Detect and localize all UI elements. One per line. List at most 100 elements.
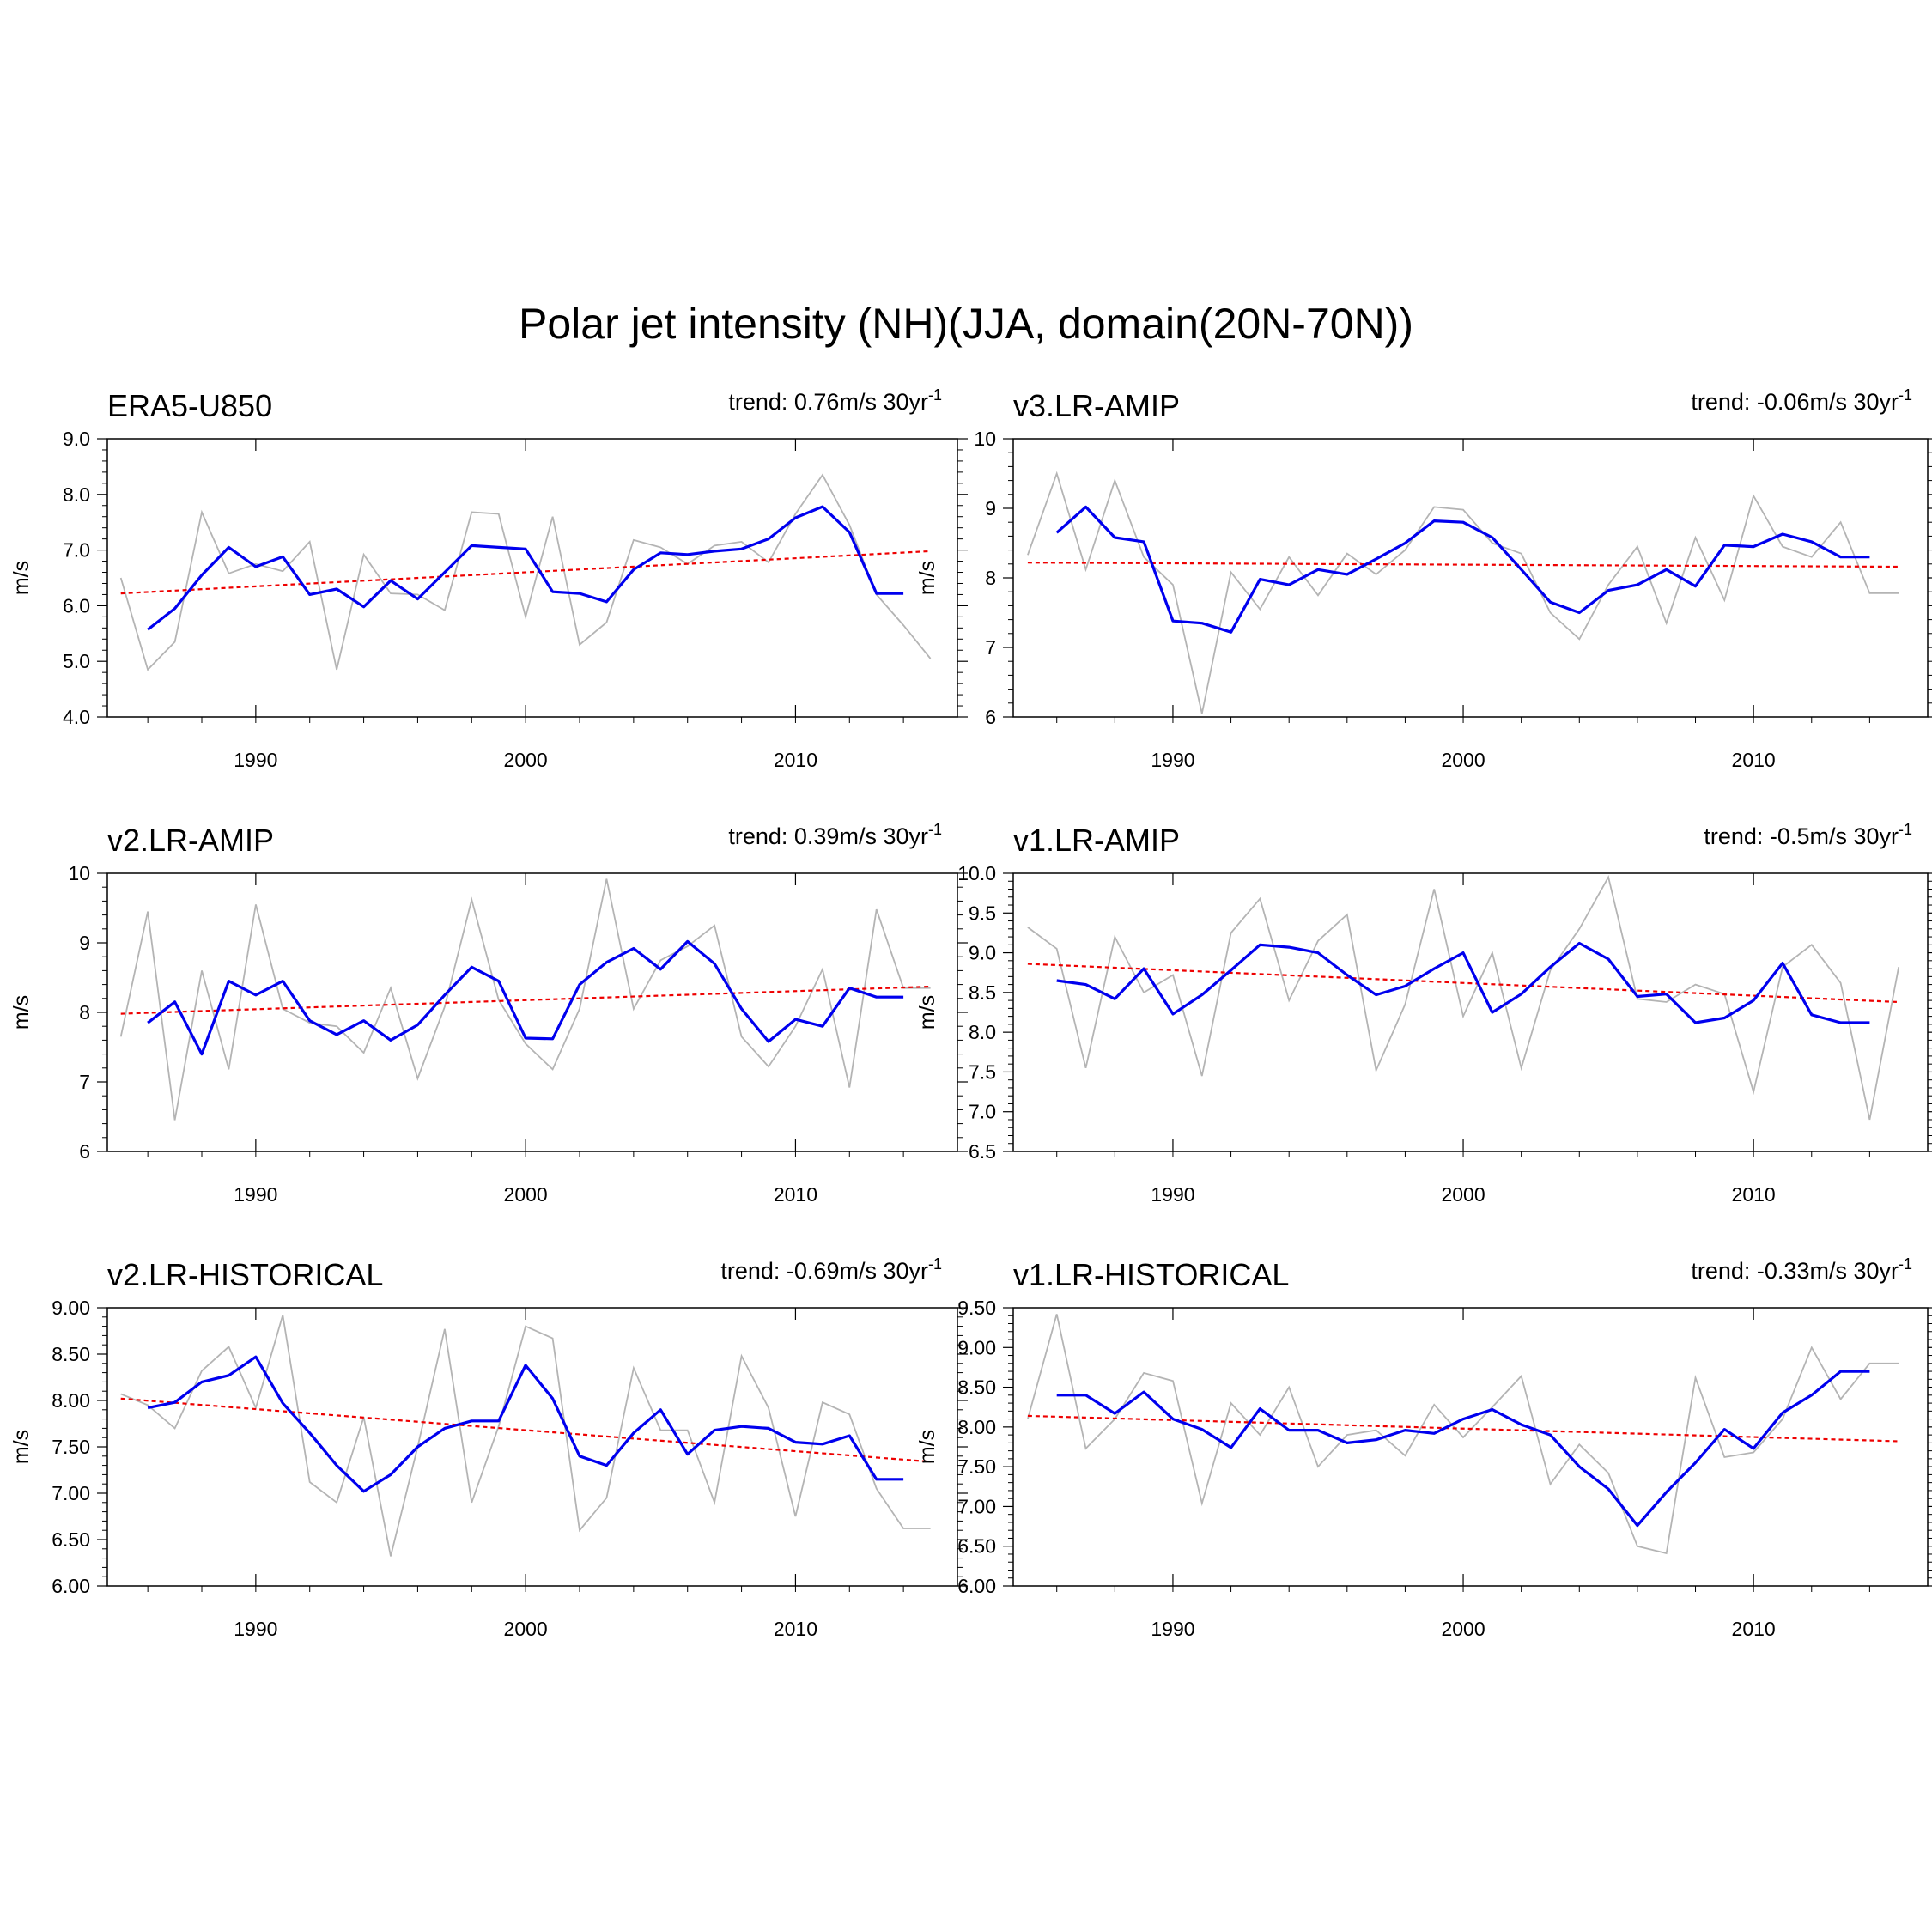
y-tick-label: 7 xyxy=(79,1071,90,1093)
y-tick-label: 6.00 xyxy=(957,1575,996,1597)
x-tick-label: 1990 xyxy=(234,1618,277,1640)
x-tick-label: 2010 xyxy=(774,1183,817,1206)
x-tick-label: 2000 xyxy=(504,1183,548,1206)
trend-text: trend: 0.76m/s 30yr xyxy=(728,389,928,415)
y-tick-label: 7.50 xyxy=(52,1436,90,1458)
y-tick-label: 8.0 xyxy=(969,1021,996,1043)
trend-exponent: -1 xyxy=(1899,1255,1912,1273)
panel-6: v1.LR-HISTORICAL trend: -0.33m/s 30yr-1 6.… xyxy=(915,1255,1932,1640)
panel-title: v1.LR-AMIP xyxy=(1013,823,1180,858)
series-smoothed-line xyxy=(1056,941,1870,1024)
panel-5: v2.LR-HISTORICAL trend: -0.69m/s 30yr-1 6.… xyxy=(9,1255,968,1640)
x-tick-label: 2000 xyxy=(1441,1618,1485,1640)
series-trend-line xyxy=(1027,562,1899,568)
y-tick-label: 8.5 xyxy=(969,981,996,1004)
y-tick-label: 9.50 xyxy=(957,1297,996,1319)
plot-frame xyxy=(1012,1307,1929,1587)
series-smoothed-line xyxy=(147,939,904,1056)
plot-frame xyxy=(1012,438,1929,718)
y-tick-label: 10 xyxy=(68,862,90,884)
y-axis-label: m/s xyxy=(915,561,939,595)
series-raw-line xyxy=(1027,875,1900,1121)
plot-frame xyxy=(106,438,958,718)
series-raw-line xyxy=(1027,1314,1899,1555)
series-trend-line xyxy=(120,985,931,1015)
series-smoothed-line xyxy=(147,1355,904,1493)
series-trend-line xyxy=(1027,1414,1899,1443)
y-tick-label: 8 xyxy=(985,567,996,589)
series-smoothed-line xyxy=(1055,505,1870,634)
panel-4: v1.LR-AMIP trend: -0.5m/s 30yr-16.57.07.5… xyxy=(915,821,1932,1206)
y-axis-label: m/s xyxy=(9,995,33,1030)
x-tick-label: 2010 xyxy=(1732,1618,1776,1640)
series-raw-line xyxy=(119,473,932,671)
trend-label: trend: -0.33m/s 30yr-1 xyxy=(1691,1255,1912,1284)
plot-frame xyxy=(1012,872,1929,1152)
x-tick-label: 1990 xyxy=(1151,1183,1194,1206)
y-tick-label: 8.00 xyxy=(957,1416,996,1438)
series-smoothed-line xyxy=(147,505,904,631)
y-tick-label: 9.0 xyxy=(63,428,90,450)
panel-3: v2.LR-AMIP trend: 0.39m/s 30yr-1 6 7 8 9 10 199… xyxy=(9,821,968,1206)
x-tick-label: 2000 xyxy=(504,749,548,771)
series-raw-line xyxy=(119,878,931,1121)
trend-exponent: -1 xyxy=(1899,386,1912,404)
series-trend-line xyxy=(1027,963,1899,1004)
x-tick-label: 2000 xyxy=(504,1618,548,1640)
y-tick-label: 6 xyxy=(985,706,996,728)
series-smoothed-line xyxy=(1056,1370,1870,1528)
plot-frame xyxy=(106,1307,958,1587)
panel-2: v3.LR-AMIP trend: -0.06m/s 30yr-167891019… xyxy=(915,386,1932,771)
panel-title: v1.LR-HISTORICAL xyxy=(1013,1257,1289,1292)
y-tick-label: 6.50 xyxy=(52,1528,90,1551)
x-tick-label: 2000 xyxy=(1441,749,1485,771)
y-tick-label: 8.50 xyxy=(52,1343,90,1365)
trend-label: trend: 0.76m/s 30yr-1 xyxy=(728,386,942,415)
panel-title: v2.LR-HISTORICAL xyxy=(107,1257,383,1292)
y-tick-label: 10 xyxy=(974,428,996,450)
plot-frame xyxy=(106,872,958,1152)
y-axis-label: m/s xyxy=(9,1430,33,1464)
y-tick-label: 6.0 xyxy=(63,594,90,617)
x-tick-label: 1990 xyxy=(1151,749,1194,771)
y-tick-label: 5.0 xyxy=(63,650,90,672)
y-tick-label: 9.0 xyxy=(969,942,996,964)
y-tick-label: 9.00 xyxy=(957,1336,996,1358)
y-tick-label: 4.0 xyxy=(63,706,90,728)
y-tick-label: 7.00 xyxy=(52,1482,90,1504)
trend-exponent: -1 xyxy=(928,386,942,404)
x-tick-label: 2010 xyxy=(774,1618,817,1640)
series-trend-line xyxy=(120,550,931,595)
trend-text: trend: -0.5m/s 30yr xyxy=(1704,823,1899,849)
y-tick-label: 7.50 xyxy=(957,1455,996,1478)
figure-title: Polar jet intensity (NH)(JJA, domain(20N… xyxy=(519,300,1413,348)
trend-label: trend: -0.5m/s 30yr-1 xyxy=(1704,821,1912,849)
y-tick-label: 9 xyxy=(79,932,90,954)
y-tick-label: 7.00 xyxy=(957,1495,996,1517)
trend-exponent: -1 xyxy=(1899,821,1912,838)
trend-text: trend: 0.39m/s 30yr xyxy=(728,823,928,849)
y-tick-label: 7.5 xyxy=(969,1060,996,1083)
y-tick-label: 7.0 xyxy=(969,1101,996,1123)
y-axis-label: m/s xyxy=(9,561,33,595)
series-trend-line xyxy=(120,1397,931,1463)
x-tick-label: 2000 xyxy=(1441,1183,1485,1206)
trend-label: trend: -0.69m/s 30yr-1 xyxy=(720,1255,942,1284)
y-tick-label: 8.50 xyxy=(957,1376,996,1399)
trend-exponent: -1 xyxy=(928,821,942,838)
y-tick-label: 6.5 xyxy=(969,1140,996,1163)
trend-text: trend: -0.69m/s 30yr xyxy=(720,1258,928,1284)
panel-title: v2.LR-AMIP xyxy=(107,823,274,858)
y-tick-label: 8 xyxy=(79,1001,90,1024)
y-tick-label: 6.00 xyxy=(52,1575,90,1597)
trend-text: trend: -0.06m/s 30yr xyxy=(1691,389,1899,415)
series-raw-line xyxy=(120,1315,931,1557)
y-tick-label: 8.0 xyxy=(63,483,90,506)
trend-label: trend: 0.39m/s 30yr-1 xyxy=(728,821,942,849)
x-tick-label: 2010 xyxy=(1732,1183,1776,1206)
x-tick-label: 1990 xyxy=(234,1183,277,1206)
y-tick-label: 9 xyxy=(985,497,996,519)
y-tick-label: 10.0 xyxy=(957,862,996,884)
y-tick-label: 7.0 xyxy=(63,539,90,562)
